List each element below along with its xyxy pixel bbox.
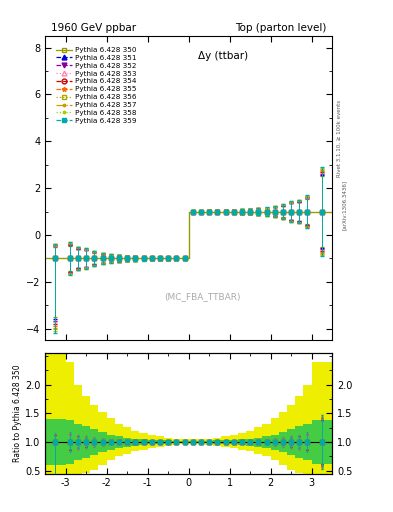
Text: 1960 GeV ppbar: 1960 GeV ppbar [51,23,136,33]
Text: (MC_FBA_TTBAR): (MC_FBA_TTBAR) [165,292,241,301]
Legend: Pythia 6.428 350, Pythia 6.428 351, Pythia 6.428 352, Pythia 6.428 353, Pythia 6: Pythia 6.428 350, Pythia 6.428 351, Pyth… [55,46,138,125]
Text: Top (parton level): Top (parton level) [235,23,326,33]
Y-axis label: Ratio to Pythia 6.428 350: Ratio to Pythia 6.428 350 [13,365,22,462]
Text: [arXiv:1306.3436]: [arXiv:1306.3436] [342,180,346,230]
Text: Δy (ttbar): Δy (ttbar) [198,51,248,61]
Text: Rivet 3.1.10, ≥ 100k events: Rivet 3.1.10, ≥ 100k events [336,100,341,177]
